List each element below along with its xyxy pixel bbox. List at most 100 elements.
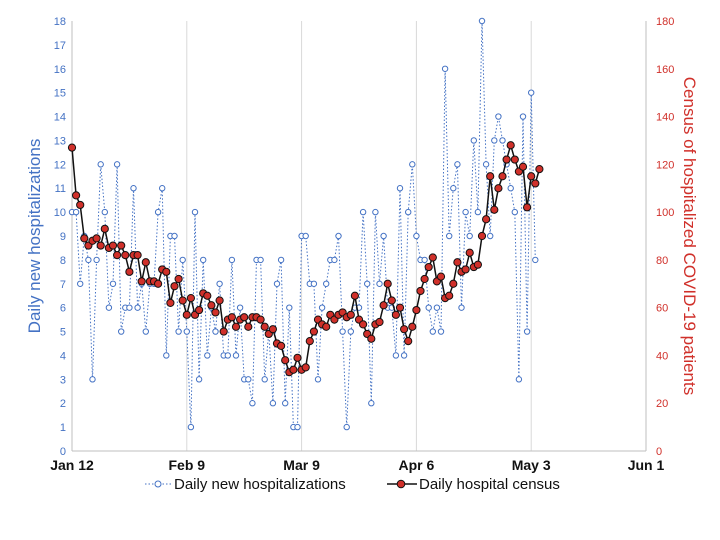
daily-new-point-66 xyxy=(339,328,346,335)
daily-census-point-82 xyxy=(404,337,413,346)
daily-new-point-29 xyxy=(187,423,195,431)
daily-census-point-78 xyxy=(387,296,396,305)
daily-census-point-108 xyxy=(510,155,519,164)
daily-census-point-97 xyxy=(465,248,474,257)
daily-new-point-18 xyxy=(142,328,150,335)
daily-census-point-23 xyxy=(162,267,171,276)
daily-census-point-101 xyxy=(482,215,491,224)
daily-new-point-60 xyxy=(314,376,322,383)
y-tick-right-80: 80 xyxy=(656,255,668,267)
daily-new-point-111 xyxy=(523,328,531,335)
y-tick-left-12: 12 xyxy=(54,159,66,171)
daily-new-point-74 xyxy=(372,208,379,216)
daily-new-point-101 xyxy=(482,161,490,168)
daily-census-point-114 xyxy=(535,165,544,174)
daily-new-point-36 xyxy=(216,280,223,287)
daily-new-point-72 xyxy=(364,280,371,287)
daily-new-point-43 xyxy=(245,376,252,383)
daily-census-point-13 xyxy=(121,251,130,260)
y-tick-right-0: 0 xyxy=(656,446,662,458)
x-tick-5: Jun 1 xyxy=(628,457,665,473)
daily-census-point-69 xyxy=(350,291,359,300)
daily-new-point-113 xyxy=(532,256,539,264)
daily-new-point-15 xyxy=(130,185,137,192)
daily-new-point-26 xyxy=(175,328,182,335)
daily-census-point-18 xyxy=(141,258,150,267)
legend-swatch-daily-new-marker xyxy=(154,480,162,488)
daily-new-point-103 xyxy=(491,137,498,144)
daily-census-point-73 xyxy=(367,334,376,343)
daily-new-point-65 xyxy=(335,232,342,240)
daily-new-point-59 xyxy=(310,280,318,287)
daily-census-point-37 xyxy=(219,327,228,336)
daily-new-hospitalizations-line xyxy=(72,20,536,428)
daily-new-point-108 xyxy=(511,208,518,216)
y-tick-left-3: 3 xyxy=(60,374,66,386)
daily-new-point-35 xyxy=(212,328,219,335)
daily-census-point-1 xyxy=(72,191,81,200)
daily-census-point-88 xyxy=(428,253,437,262)
daily-new-point-92 xyxy=(446,232,453,240)
y-tick-right-60: 60 xyxy=(656,303,668,315)
daily-new-point-80 xyxy=(396,185,404,192)
daily-new-point-2 xyxy=(77,280,84,287)
y-tick-left-14: 14 xyxy=(54,112,66,124)
daily-census-point-93 xyxy=(449,279,458,288)
daily-census-point-103 xyxy=(490,205,499,214)
daily-census-point-85 xyxy=(416,286,425,296)
y-tick-left-5: 5 xyxy=(60,327,66,339)
daily-census-point-27 xyxy=(178,296,187,305)
y-tick-right-140: 140 xyxy=(656,112,674,124)
daily-census-point-33 xyxy=(203,291,212,300)
daily-census-point-112 xyxy=(527,172,536,181)
y-tick-right-20: 20 xyxy=(656,398,668,410)
daily-census-point-92 xyxy=(445,291,454,300)
daily-census-point-113 xyxy=(531,179,540,188)
legend: Daily new hospitalizations Daily hospita… xyxy=(145,476,560,493)
daily-census-point-21 xyxy=(154,279,163,288)
daily-census-point-51 xyxy=(277,341,286,350)
daily-census-point-57 xyxy=(301,363,310,372)
daily-census-point-87 xyxy=(424,262,433,272)
daily-new-point-102 xyxy=(487,232,494,240)
y-tick-left-11: 11 xyxy=(55,183,66,195)
daily-new-point-7 xyxy=(97,161,104,168)
daily-census-point-31 xyxy=(195,305,204,315)
daily-new-point-107 xyxy=(507,185,514,192)
daily-census-point-7 xyxy=(96,241,105,250)
daily-new-point-96 xyxy=(462,208,469,216)
daily-new-point-99 xyxy=(474,208,482,216)
daily-census-point-6 xyxy=(92,234,101,243)
daily-census-point-58 xyxy=(305,337,314,346)
daily-new-point-68 xyxy=(347,328,354,335)
daily-new-point-86 xyxy=(421,256,428,264)
daily-new-point-95 xyxy=(458,304,465,311)
daily-new-point-109 xyxy=(515,376,523,383)
daily-new-point-41 xyxy=(236,304,244,311)
grid-layer xyxy=(71,21,647,451)
daily-census-point-110 xyxy=(518,162,528,171)
daily-census-point-25 xyxy=(170,282,179,291)
daily-new-point-73 xyxy=(368,400,375,407)
y-tick-right-160: 160 xyxy=(656,64,674,76)
daily-new-point-87 xyxy=(425,304,432,311)
daily-new-point-47 xyxy=(261,376,268,383)
daily-new-point-5 xyxy=(89,376,96,383)
legend-label-census: Daily hospital census xyxy=(419,476,560,493)
daily-census-point-90 xyxy=(436,272,446,281)
daily-new-point-105 xyxy=(499,137,506,144)
y-tick-left-2: 2 xyxy=(60,398,66,410)
y-tick-left-1: 1 xyxy=(60,422,66,434)
daily-new-point-22 xyxy=(159,185,166,192)
y-tick-left-17: 17 xyxy=(54,40,66,52)
daily-census-point-75 xyxy=(375,317,384,327)
daily-new-point-67 xyxy=(343,423,350,431)
daily-new-point-83 xyxy=(409,161,416,168)
daily-new-point-14 xyxy=(126,304,133,311)
daily-new-point-76 xyxy=(380,232,387,240)
daily-census-point-47 xyxy=(260,322,269,331)
y-axis-label-right: Census of hospitalized COVID-19 patients xyxy=(680,77,699,395)
daily-new-point-81 xyxy=(400,352,408,359)
